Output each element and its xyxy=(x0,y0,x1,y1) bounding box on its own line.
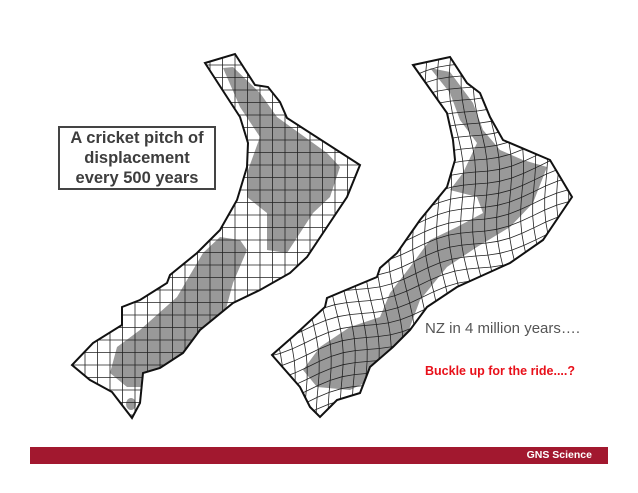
grid-line xyxy=(340,57,377,417)
grid-line xyxy=(376,57,413,417)
grid-line xyxy=(272,57,572,93)
grid-line xyxy=(364,57,401,417)
north-island-land xyxy=(223,67,340,253)
grid-line xyxy=(272,57,572,105)
grid-line xyxy=(316,57,353,417)
deformed-grid-lines xyxy=(272,57,572,417)
caption: NZ in 4 million years…. xyxy=(425,320,581,337)
footer-label: GNS Science xyxy=(526,449,592,461)
grid-line xyxy=(352,57,389,417)
grid-line xyxy=(277,391,572,417)
grid-line xyxy=(400,57,437,417)
footer-bar: GNS Science xyxy=(30,447,608,464)
deformed-land xyxy=(303,68,547,390)
grid-line xyxy=(328,57,365,417)
grid-line xyxy=(272,57,570,141)
grid-line xyxy=(272,57,572,117)
grid-line xyxy=(272,57,572,81)
grid-line xyxy=(544,57,572,410)
present-day-outline xyxy=(70,52,362,420)
grid-line xyxy=(272,57,570,129)
grid-line xyxy=(556,57,572,406)
grid-line xyxy=(568,57,572,404)
callout-box: A cricket pitch of displacement every 50… xyxy=(58,126,216,190)
callout-line-3: every 500 years xyxy=(75,169,199,187)
callout-line-1: A cricket pitch of xyxy=(70,129,204,147)
grid-line xyxy=(272,57,570,69)
grid-line xyxy=(532,57,569,415)
tagline: Buckle up for the ride....? xyxy=(425,364,576,378)
south-island-land xyxy=(110,237,247,387)
grid-line xyxy=(304,57,341,417)
grid-line xyxy=(280,57,317,417)
callout-line-2: displacement xyxy=(84,149,190,167)
future-outline xyxy=(270,55,574,419)
future-map xyxy=(270,55,574,419)
grid-line xyxy=(388,57,425,417)
stewart-island-land xyxy=(126,398,136,410)
